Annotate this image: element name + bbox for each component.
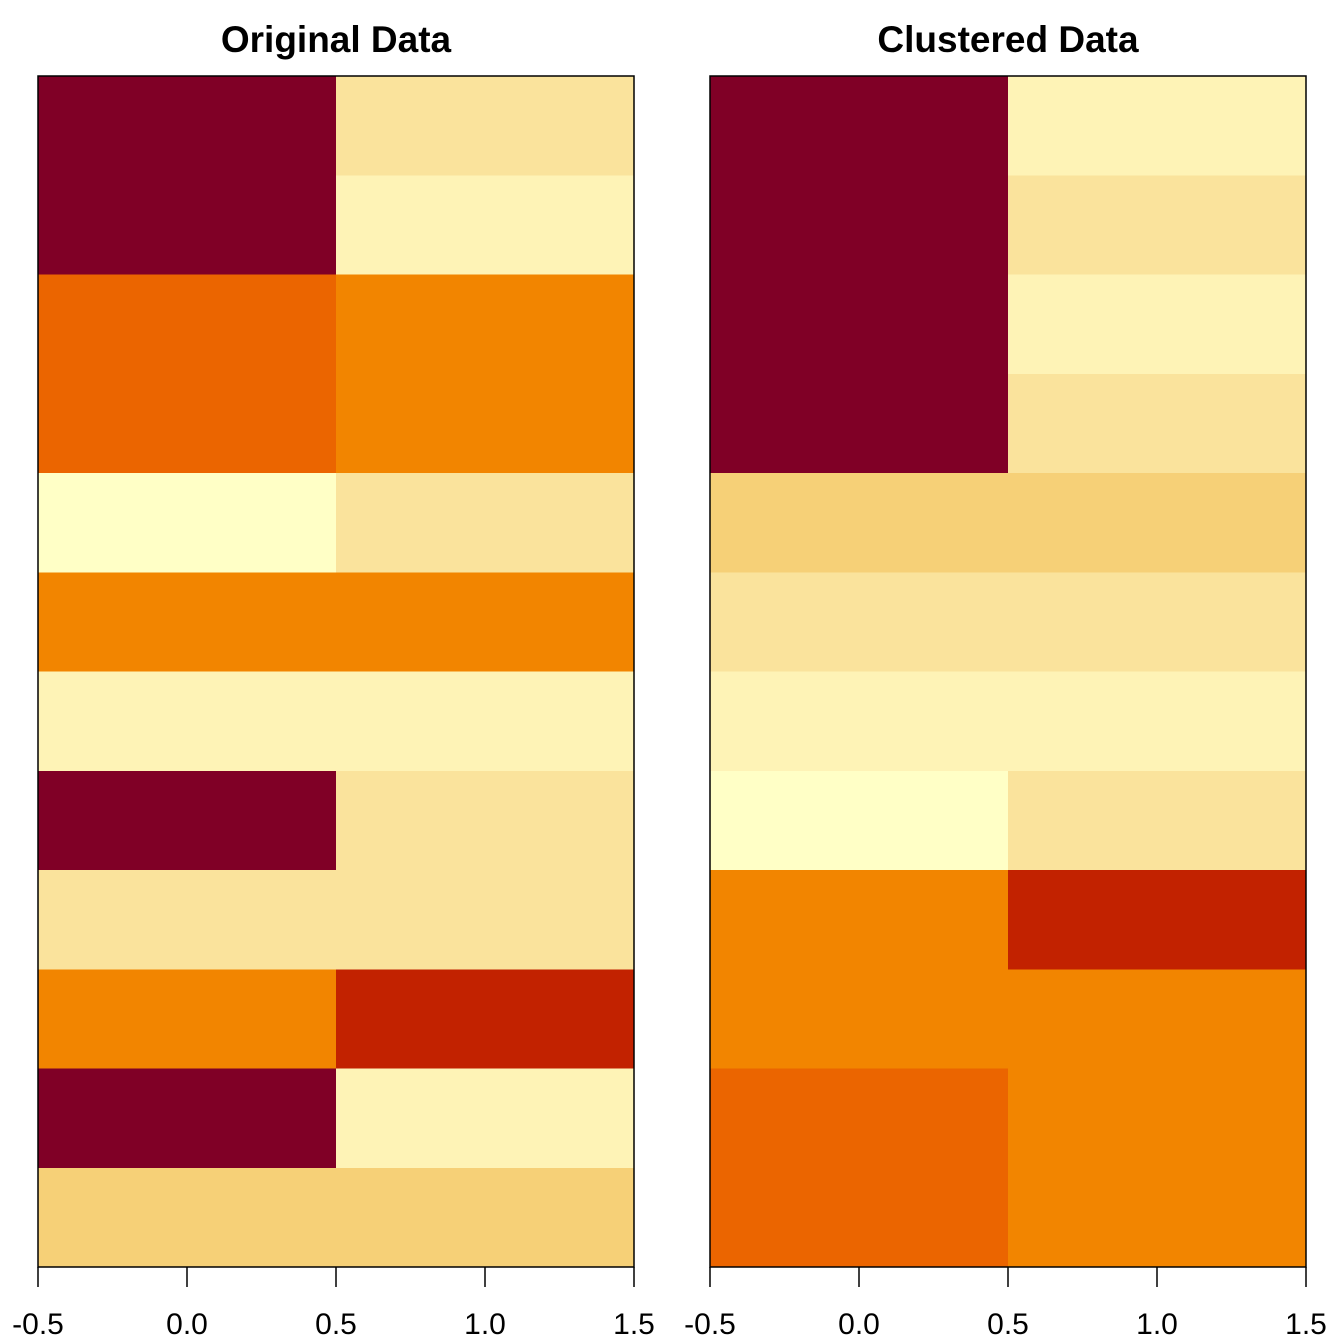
heatmap-cell: [38, 572, 337, 673]
x-tick-label: 0.5: [315, 1308, 357, 1341]
heatmap-cell: [336, 473, 635, 573]
heatmap-cell: [1008, 473, 1307, 573]
original-data-panel: Original Data -0.5 0.0 0.5 1.0 1.5: [12, 19, 655, 1341]
heatmap-cell: [38, 175, 337, 276]
heatmap-cell: [1008, 1167, 1307, 1268]
heatmap-cell: [1008, 870, 1307, 970]
x-tick-label: 0.0: [838, 1308, 880, 1341]
heatmap-cell: [1008, 671, 1307, 772]
heatmap-cell: [1008, 76, 1307, 176]
heatmap-cell: [336, 671, 635, 772]
heatmap-cell: [38, 770, 337, 871]
heatmap-cell: [710, 274, 1009, 375]
heatmap-cell: [710, 1167, 1009, 1268]
heatmap-cell: [1008, 572, 1307, 673]
clustered-data-panel: Clustered Data -0.5 0.0 0.5 1.0 1.5: [684, 19, 1327, 1341]
x-tick-label: 1.0: [464, 1308, 506, 1341]
x-tick-label: 0.0: [166, 1308, 208, 1341]
heatmap-cell: [1008, 1068, 1307, 1169]
heatmap-cell: [1008, 969, 1307, 1070]
heatmap-cell: [710, 572, 1009, 673]
heatmap-cell: [336, 175, 635, 276]
heatmap-cell: [38, 969, 337, 1070]
x-tick-label: 0.5: [987, 1308, 1029, 1341]
heatmap-cell: [336, 373, 635, 474]
heatmap-cell: [710, 473, 1009, 573]
heatmap-cell: [710, 175, 1009, 276]
clustered-data-title: Clustered Data: [877, 19, 1139, 60]
x-tick-label: 1.0: [1136, 1308, 1178, 1341]
heatmap-cell: [38, 671, 337, 772]
heatmap-cell: [38, 1167, 337, 1268]
heatmap-cell: [710, 969, 1009, 1070]
heatmap-cell: [336, 969, 635, 1070]
heatmap-cell: [38, 76, 337, 176]
heatmap-cell: [710, 373, 1009, 474]
heatmap-cell: [38, 274, 337, 375]
x-tick-label: -0.5: [12, 1308, 64, 1341]
heatmap-cell: [1008, 274, 1307, 375]
heatmap-cell: [336, 1068, 635, 1169]
heatmap-cell: [1008, 175, 1307, 276]
heatmap-cell: [1008, 770, 1307, 871]
heatmap-cell: [38, 870, 337, 970]
heatmap-cell: [38, 373, 337, 474]
x-tick-label: 1.5: [1285, 1308, 1327, 1341]
heatmap-cell: [710, 671, 1009, 772]
heatmap-cell: [710, 76, 1009, 176]
heatmap-cell: [1008, 373, 1307, 474]
heatmap-cell: [710, 870, 1009, 970]
heatmap-cell: [336, 870, 635, 970]
heatmap-cell: [336, 572, 635, 673]
heatmap-cell: [710, 770, 1009, 871]
x-tick-label: 1.5: [613, 1308, 655, 1341]
heatmap-cell: [336, 1167, 635, 1268]
heatmap-cell: [38, 1068, 337, 1169]
heatmap-cell: [336, 76, 635, 176]
original-data-title: Original Data: [221, 19, 452, 60]
heatmap-cell: [336, 770, 635, 871]
heatmap-cell: [336, 274, 635, 375]
x-tick-label: -0.5: [684, 1308, 736, 1341]
heatmap-cell: [710, 1068, 1009, 1169]
heatmap-cell: [38, 473, 337, 573]
